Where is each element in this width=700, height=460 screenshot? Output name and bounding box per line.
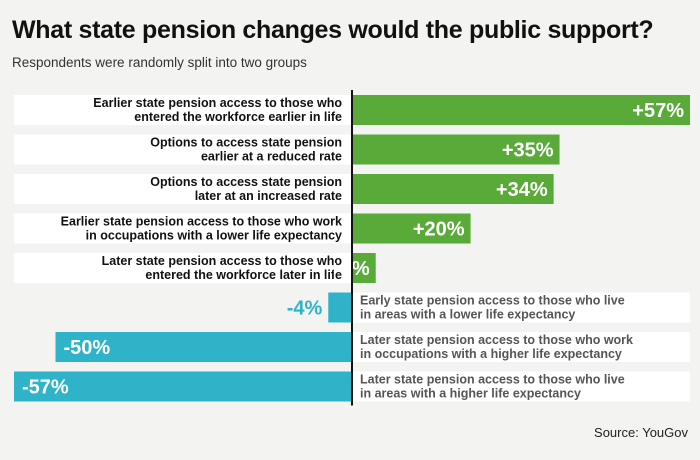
category-label: Options to access state pension	[150, 136, 342, 150]
category-label: earlier at a reduced rate	[201, 150, 342, 164]
value-label: +20%	[413, 219, 465, 241]
bar-positive	[352, 253, 376, 283]
label-band	[14, 213, 352, 244]
category-label: entered the workforce later in life	[145, 268, 342, 282]
value-label: +57%	[632, 100, 684, 122]
bar-negative	[328, 292, 352, 323]
category-label: in areas with a lower life expectancy	[360, 308, 575, 322]
chart-subtitle: Respondents were randomly split into two…	[12, 55, 307, 70]
category-label: Later state pension access to those who	[102, 254, 343, 268]
category-label: Later state pension access to those who …	[360, 333, 633, 347]
category-label: in occupations with a higher life expect…	[360, 347, 622, 361]
value-label: +34%	[496, 179, 548, 201]
source-note: Source: YouGov	[594, 425, 688, 440]
category-label: Options to access state pension	[150, 175, 342, 189]
label-band	[352, 292, 690, 323]
bar-positive	[352, 95, 690, 125]
value-label: -4%	[287, 298, 323, 320]
value-label: +4%	[329, 258, 370, 280]
bar-positive	[352, 174, 554, 204]
category-label: in occupations with a lower life expecta…	[86, 229, 342, 243]
bar-negative	[14, 371, 352, 402]
label-band	[14, 134, 352, 165]
label-band	[352, 371, 690, 402]
category-label: Later state pension access to those who …	[360, 373, 625, 387]
category-label: Earlier state pension access to those wh…	[93, 96, 342, 110]
bar-negative	[55, 332, 352, 362]
value-label: -50%	[64, 337, 111, 359]
bar-positive	[352, 134, 560, 165]
category-label: in areas with a higher life expectancy	[360, 387, 581, 401]
label-band	[14, 174, 352, 204]
value-label: +35%	[502, 140, 554, 162]
category-label: later at an increased rate	[195, 189, 342, 203]
value-label: -57%	[22, 377, 69, 399]
chart-title: What state pension changes would the pub…	[12, 16, 654, 44]
category-label: Early state pension access to those who …	[360, 294, 625, 308]
category-label: Earlier state pension access to those wh…	[61, 215, 342, 229]
category-label: entered the workforce earlier in life	[134, 110, 342, 124]
bar-positive	[352, 213, 471, 244]
label-band	[352, 332, 690, 362]
label-band	[14, 253, 352, 283]
label-band	[14, 95, 352, 125]
